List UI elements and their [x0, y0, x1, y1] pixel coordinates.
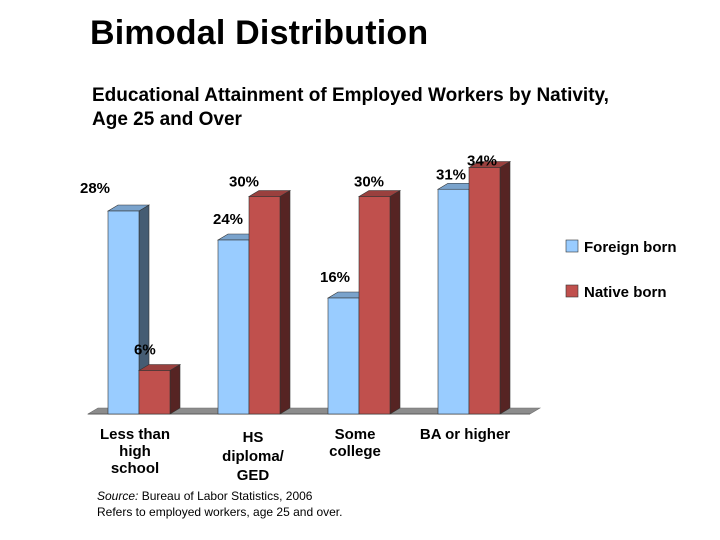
bar-front	[468, 167, 501, 415]
data-label: 31%	[436, 166, 466, 183]
legend-label: Native born	[584, 284, 667, 301]
legend-label: Foreign born	[584, 239, 677, 256]
bar-front	[217, 239, 250, 415]
bar-native-2	[247, 189, 292, 415]
data-label: 6%	[134, 342, 156, 359]
chart-title: Educational Attainment of Employed Worke…	[92, 85, 609, 130]
bar-foreign-1	[106, 204, 151, 415]
slide-title: Bimodal Distribution	[90, 14, 429, 52]
category-label-line: diploma/	[222, 448, 285, 465]
data-label: 16%	[320, 269, 350, 286]
bar-front	[138, 370, 171, 415]
category-label-line: Less than	[100, 426, 170, 443]
category-label: Less than high school	[100, 426, 170, 477]
data-label: 24%	[213, 211, 243, 228]
legend-item-native-born: Native born	[565, 284, 667, 301]
category-label-line: Some	[335, 426, 376, 443]
legend-item-foreign-born: Foreign born	[565, 239, 677, 256]
bar-front	[327, 297, 360, 415]
data-label: 30%	[229, 174, 259, 191]
bar-front	[107, 210, 140, 415]
bar-front	[358, 196, 391, 415]
bar-side	[169, 363, 181, 415]
source-note: Source: Bureau of Labor Statistics, 2006…	[97, 488, 342, 520]
bar-side	[499, 160, 511, 415]
legend-swatch	[565, 284, 579, 298]
category-label: Some college	[329, 426, 381, 460]
category-label-line: GED	[237, 467, 270, 484]
data-label: 30%	[354, 174, 384, 191]
bar-native-4	[467, 160, 512, 415]
bar-native-1	[137, 363, 182, 415]
data-label: 34%	[467, 153, 497, 170]
category-label-line: BA or higher	[420, 426, 510, 443]
bar-native-3	[357, 189, 402, 415]
source-label: Source:	[97, 489, 139, 503]
legend-swatch	[565, 239, 579, 253]
category-label-line: school	[111, 460, 159, 477]
bar-front	[248, 196, 281, 415]
category-label-line: college	[329, 443, 381, 460]
bar-front	[437, 188, 470, 415]
source-text: Bureau of Labor Statistics, 2006	[138, 489, 313, 503]
source-footnote: Refers to employed workers, age 25 and o…	[97, 505, 343, 519]
bar-side	[389, 189, 401, 415]
category-label: HS diploma/GED	[222, 429, 285, 484]
category-label-line: high	[119, 443, 151, 460]
bar-side	[279, 189, 291, 415]
category-label: BA or higher	[420, 426, 510, 443]
data-label: 28%	[80, 180, 110, 197]
category-label-line: HS	[243, 429, 264, 446]
